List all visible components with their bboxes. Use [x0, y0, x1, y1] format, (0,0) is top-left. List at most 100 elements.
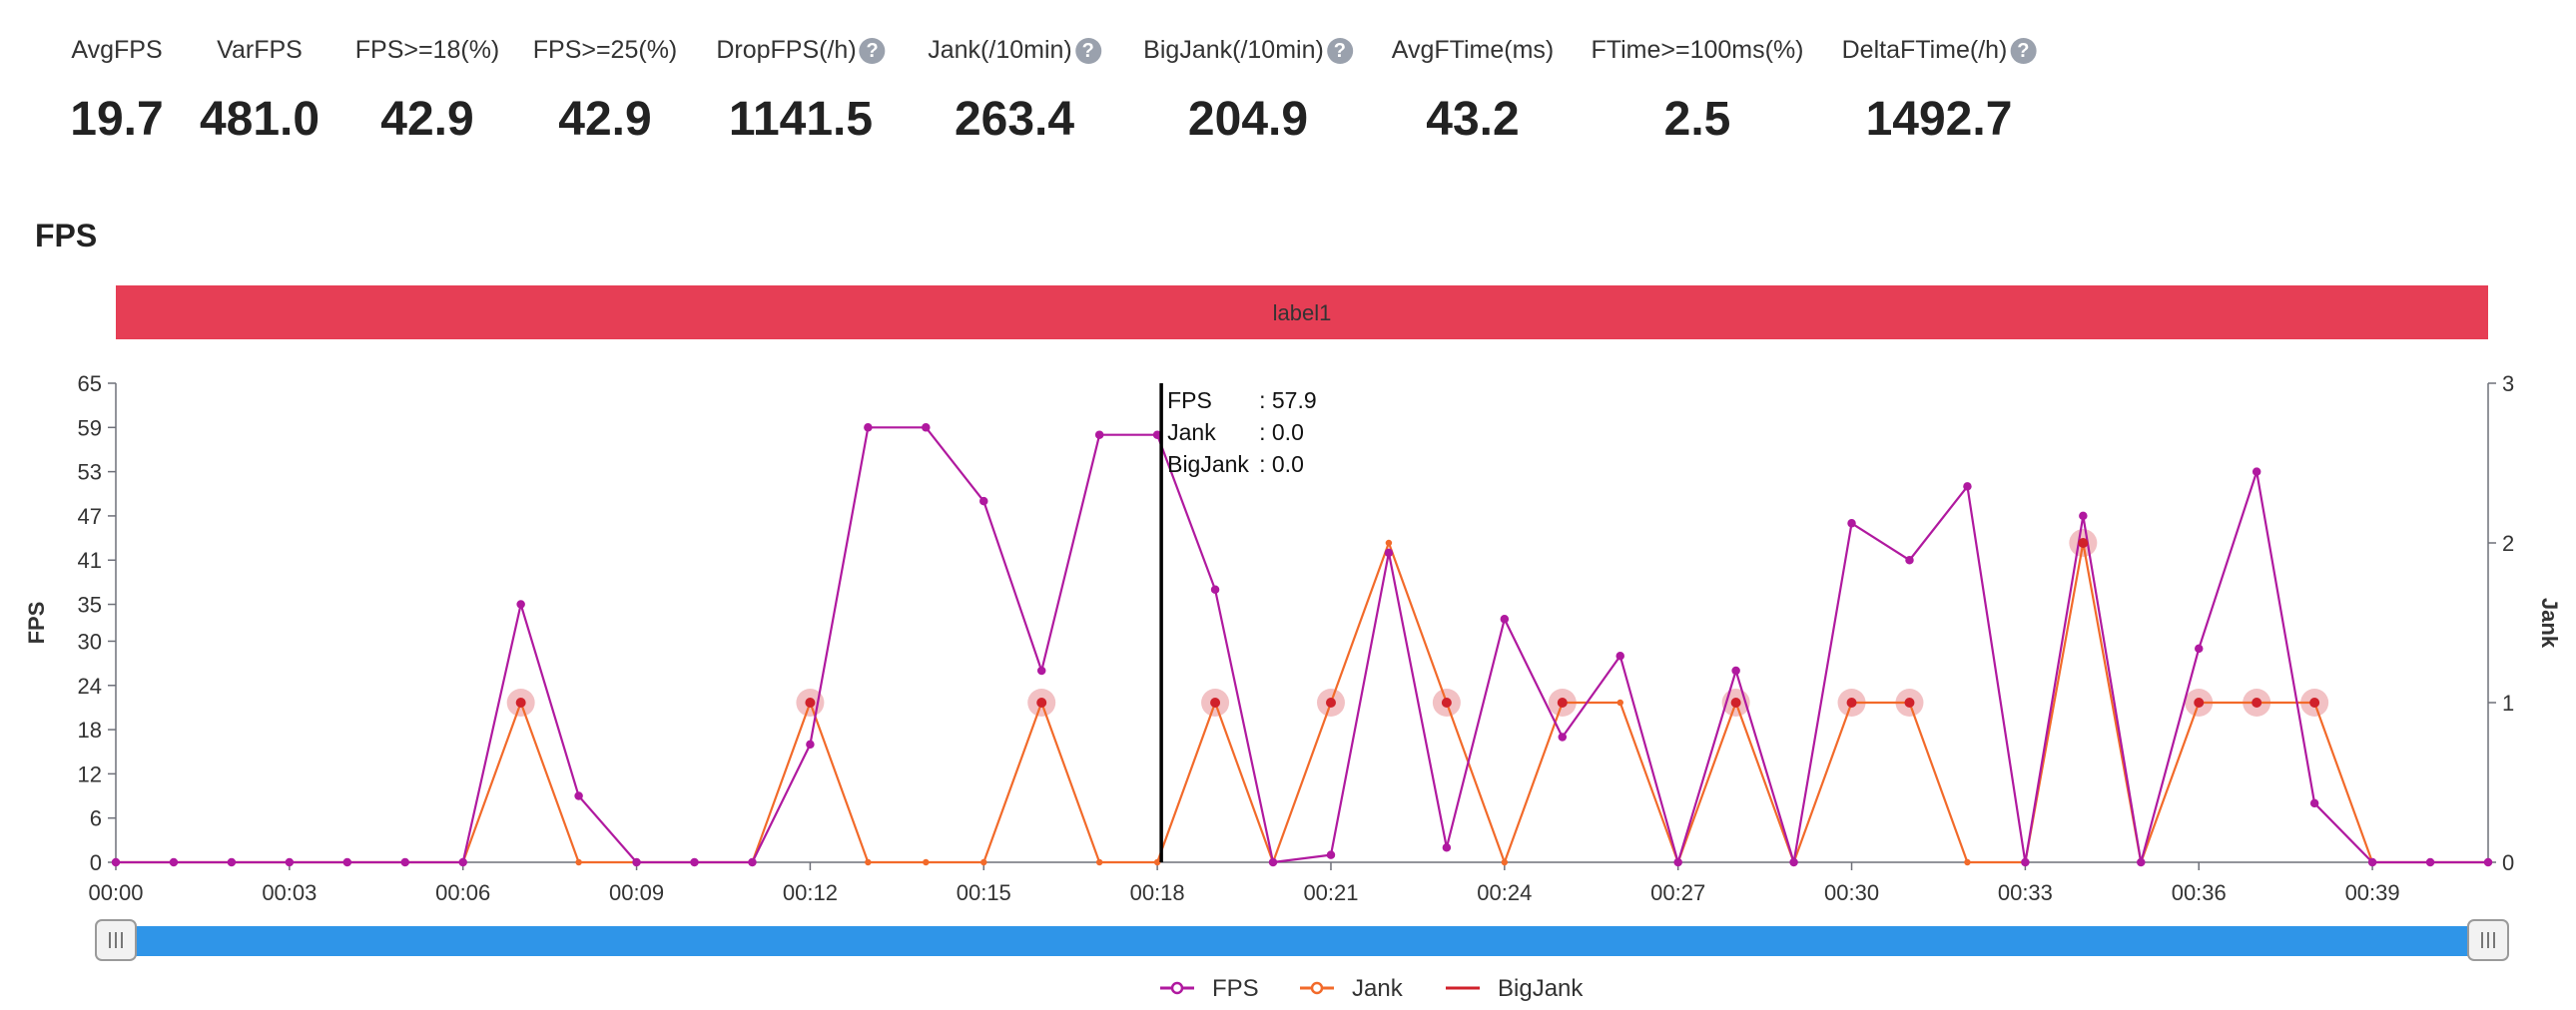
- fps-point: [1500, 615, 1510, 624]
- metric-label-text: AvgFPS: [71, 36, 163, 64]
- y-left-axis-title: FPS: [24, 602, 49, 645]
- fps-line: [116, 426, 2488, 866]
- label-band-text: label1: [1273, 300, 1332, 325]
- metric-label-text: AvgFTime(ms): [1391, 36, 1555, 64]
- fps-point: [285, 857, 295, 867]
- fps-point: [1558, 733, 1568, 742]
- help-icon[interactable]: ?: [1074, 38, 1101, 65]
- y-right-axis-title: Jank: [2537, 598, 2562, 649]
- legend-bigjank-label: BigJank: [1498, 975, 1584, 1002]
- metric-label: DeltaFTime(/h)?: [1842, 30, 2037, 70]
- fps-point: [400, 857, 410, 867]
- fps-point: [516, 600, 525, 609]
- y-left-tick-label: 53: [78, 460, 102, 485]
- tooltip-value: : 0.0: [1259, 451, 1304, 477]
- y-left-tick-label: 18: [78, 718, 102, 743]
- x-tick-label: 00:27: [1650, 880, 1705, 905]
- jank-point: [1616, 699, 1623, 707]
- metric-label-text: FPS>=25(%): [532, 36, 678, 64]
- x-tick-label: 00:18: [1130, 880, 1185, 905]
- metric-0: AvgFPS 19.7: [70, 30, 163, 147]
- metric-label: AvgFTime(ms): [1392, 30, 1555, 70]
- metric-6: BigJank(/10min)? 204.9: [1143, 30, 1353, 147]
- bigjank-point: [1036, 698, 1047, 708]
- jank-point: [980, 858, 987, 866]
- metric-label-text: FPS>=18(%): [354, 36, 500, 64]
- fps-point: [1384, 548, 1394, 558]
- range-slider-track[interactable]: [116, 926, 2488, 956]
- x-tick-label: 00:24: [1477, 880, 1532, 905]
- fps-point: [922, 423, 931, 432]
- fps-point: [169, 857, 179, 867]
- x-tick-label: 00:12: [783, 880, 838, 905]
- bigjank-point: [1210, 698, 1221, 708]
- metric-label: FPS>=25(%): [533, 30, 678, 70]
- jank-point: [1501, 858, 1509, 866]
- help-icon[interactable]: ?: [2010, 38, 2037, 65]
- legend-fps-dot: [1170, 981, 1184, 995]
- fps-point: [1094, 430, 1104, 439]
- x-tick-label: 00:30: [1824, 880, 1879, 905]
- tooltip-value: : 57.9: [1259, 387, 1317, 413]
- bigjank-point: [2194, 698, 2205, 708]
- metric-9: DeltaFTime(/h)? 1492.7: [1842, 30, 2037, 147]
- tooltip-label: BigJank: [1167, 451, 1249, 477]
- y-left-tick-label: 65: [78, 371, 102, 396]
- bigjank-point: [1441, 698, 1452, 708]
- metric-label-text: DeltaFTime(/h): [1841, 36, 2008, 64]
- metric-label: DropFPS(/h)?: [716, 30, 886, 70]
- metric-label-text: BigJank(/10min): [1143, 36, 1324, 64]
- fps-point: [342, 857, 352, 867]
- fps-point: [458, 857, 467, 867]
- metric-value: 1141.5: [728, 93, 874, 146]
- metric-1: VarFPS 481.0: [200, 30, 320, 147]
- x-tick-label: 00:03: [262, 880, 317, 905]
- metric-2: FPS>=18(%) 42.9: [355, 30, 500, 147]
- fps-point: [806, 740, 815, 750]
- help-icon[interactable]: ?: [859, 38, 886, 65]
- bigjank-point: [2309, 698, 2320, 708]
- metric-label: FPS>=18(%): [355, 30, 500, 70]
- fps-point: [864, 423, 873, 432]
- metric-label-text: FTime>=100ms(%): [1591, 36, 1804, 64]
- fps-point: [1673, 857, 1682, 867]
- metric-value: 1492.7: [1865, 93, 2013, 146]
- y-left-tick-label: 47: [78, 504, 102, 529]
- fps-point: [2367, 857, 2377, 867]
- jank-point: [1964, 858, 1971, 866]
- fps-point: [1789, 857, 1798, 867]
- metric-8: FTime>=100ms(%) 2.5: [1591, 30, 1803, 147]
- jank-point: [575, 858, 582, 866]
- x-tick-label: 00:21: [1303, 880, 1358, 905]
- metric-label: FTime>=100ms(%): [1591, 30, 1803, 70]
- metric-value: 42.9: [558, 93, 652, 146]
- fps-point: [1210, 585, 1220, 595]
- metric-label: BigJank(/10min)?: [1143, 30, 1353, 70]
- y-left-tick-label: 24: [78, 674, 102, 699]
- fps-point: [227, 857, 237, 867]
- metric-value: 481.0: [199, 93, 321, 146]
- y-left-tick-label: 6: [90, 806, 102, 831]
- y-right-tick-label: 2: [2502, 531, 2514, 556]
- metric-label-text: DropFPS(/h): [716, 36, 857, 64]
- tooltip-label: FPS: [1167, 387, 1212, 413]
- help-icon[interactable]: ?: [1326, 38, 1353, 65]
- metric-value: 2.5: [1663, 93, 1731, 146]
- jank-line: [116, 539, 2488, 867]
- jank-point: [923, 858, 930, 866]
- fps-point: [1731, 666, 1740, 676]
- bigjank-point: [805, 698, 816, 708]
- bigjank-point: [2078, 538, 2089, 548]
- legend-fps-label: FPS: [1212, 975, 1259, 1002]
- fps-point: [2079, 511, 2088, 521]
- fps-point: [1963, 482, 1972, 491]
- metric-value: 42.9: [380, 93, 474, 146]
- y-left-tick-label: 41: [78, 548, 102, 573]
- metric-label: AvgFPS: [70, 30, 163, 70]
- fps-point: [2309, 798, 2319, 808]
- bigjank-point: [1730, 698, 1741, 708]
- legend-jank-dot: [1310, 981, 1324, 995]
- fps-point: [1326, 850, 1336, 859]
- tooltip-label: Jank: [1167, 419, 1216, 445]
